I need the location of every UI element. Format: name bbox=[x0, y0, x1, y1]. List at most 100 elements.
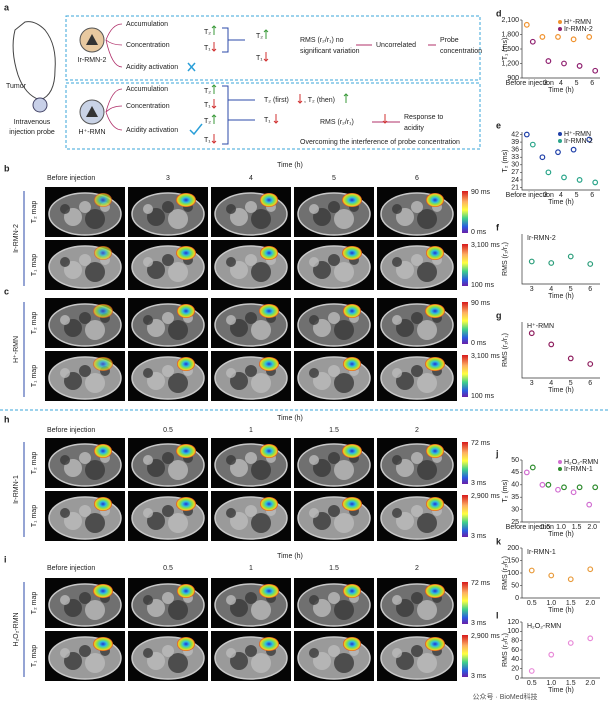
schematic-text: Accumulation bbox=[126, 21, 168, 28]
mri-organ bbox=[168, 262, 188, 282]
mri-organ bbox=[85, 209, 105, 229]
x-tick-label: 2.0 bbox=[585, 600, 595, 607]
mri-organ bbox=[334, 460, 354, 480]
legend-label: Ir-RMN-1 bbox=[564, 466, 593, 473]
y-tick-label: 100 bbox=[507, 628, 519, 635]
colorbar-label: 90 ms bbox=[471, 189, 491, 196]
legend-label: Ir-RMN-2 bbox=[564, 138, 593, 145]
tumor bbox=[93, 637, 113, 651]
y-tick-label: 50 bbox=[511, 582, 519, 589]
column-label: 2 bbox=[415, 565, 419, 572]
mri-organ bbox=[334, 653, 354, 673]
y-tick-label: 33 bbox=[511, 154, 519, 161]
mri-organ bbox=[60, 455, 70, 465]
data-point bbox=[587, 635, 594, 642]
schematic-text: Acidity activation bbox=[126, 64, 178, 71]
schematic-text: T₁ bbox=[264, 117, 271, 124]
y-tick-label: 2,100 bbox=[501, 17, 519, 24]
mri-organ bbox=[60, 508, 70, 518]
colorbar-label: 72 ms bbox=[471, 440, 491, 447]
tumor bbox=[343, 357, 361, 371]
data-point bbox=[528, 567, 535, 574]
tumor bbox=[176, 193, 196, 207]
x-tick-label: 4 bbox=[549, 380, 553, 387]
tumor bbox=[177, 304, 195, 318]
mri-organ bbox=[162, 201, 174, 213]
data-point bbox=[545, 58, 552, 64]
data-point bbox=[567, 253, 574, 260]
colorbar bbox=[462, 302, 468, 344]
x-tick-label: Before injection bbox=[506, 524, 554, 531]
mri-organ bbox=[328, 452, 340, 464]
mri-organ bbox=[392, 368, 402, 378]
colorbar-label: 90 ms bbox=[471, 300, 491, 307]
mri-organ bbox=[334, 373, 354, 393]
mri-organ bbox=[417, 209, 437, 229]
y-tick-label: 27 bbox=[511, 169, 519, 176]
schematic-text: concentration bbox=[440, 48, 482, 55]
mri-organ bbox=[79, 505, 91, 517]
trend-arrow bbox=[211, 25, 217, 35]
x-tick-label: 1.5 bbox=[566, 600, 576, 607]
x-tick-label: 5 bbox=[575, 192, 579, 199]
mri-organ bbox=[328, 365, 340, 377]
mri-organ bbox=[143, 204, 153, 214]
probe-name: H⁺-RMN bbox=[78, 129, 105, 136]
tumor bbox=[343, 584, 361, 598]
data-point bbox=[586, 34, 593, 40]
mri-organ bbox=[79, 592, 91, 604]
trend-arrow bbox=[211, 42, 217, 52]
panel-label: j bbox=[495, 448, 499, 458]
column-label: Before injection bbox=[47, 427, 95, 434]
mri-organ bbox=[309, 257, 319, 267]
axes bbox=[521, 322, 600, 379]
mri-organ bbox=[85, 373, 105, 393]
mri-organ bbox=[143, 595, 153, 605]
mri-organ bbox=[168, 460, 188, 480]
y-axis-title: T₂ (ms) bbox=[502, 150, 509, 173]
mri-organ bbox=[309, 508, 319, 518]
tumor bbox=[177, 357, 195, 371]
x-tick-label: 6 bbox=[590, 192, 594, 199]
mri-organ bbox=[328, 312, 340, 324]
mri-organ bbox=[251, 209, 271, 229]
arrow bbox=[105, 88, 123, 113]
mri-organ bbox=[60, 648, 70, 658]
schematic-text: T₂ bbox=[204, 118, 211, 125]
mouse-label: Intravenous bbox=[14, 119, 51, 126]
mri-organ bbox=[392, 204, 402, 214]
y-tick-label: 100 bbox=[507, 570, 519, 577]
y-tick-label: 80 bbox=[511, 638, 519, 645]
panel-label: a bbox=[4, 2, 10, 12]
colorbar-label: 100 ms bbox=[471, 282, 494, 289]
column-label: 1 bbox=[249, 427, 253, 434]
mri-organ bbox=[226, 508, 236, 518]
box-row-1 bbox=[65, 15, 481, 81]
mri-organ bbox=[60, 595, 70, 605]
mri-organ bbox=[334, 209, 354, 229]
mri-organ bbox=[251, 262, 271, 282]
tumor bbox=[94, 497, 112, 511]
data-point bbox=[570, 36, 577, 43]
mri-organ bbox=[309, 595, 319, 605]
row-label: T₁ map bbox=[31, 505, 38, 527]
trend-arrow bbox=[211, 134, 217, 144]
tumor bbox=[259, 357, 279, 371]
axes bbox=[521, 234, 600, 285]
colorbar-label: 3,100 ms bbox=[471, 242, 500, 249]
tumor bbox=[426, 246, 444, 260]
y-tick-label: 0 bbox=[515, 595, 519, 602]
mri-organ bbox=[251, 653, 271, 673]
data-point bbox=[523, 469, 530, 476]
data-point bbox=[587, 261, 594, 267]
mri-organ bbox=[251, 460, 271, 480]
group-label: H₂O₂-RMN bbox=[13, 612, 20, 646]
schematic-text: Uncorrelated bbox=[376, 42, 416, 49]
mri-organ bbox=[143, 257, 153, 267]
x-tick-label: 1.5 bbox=[566, 680, 576, 687]
data-point bbox=[561, 60, 567, 67]
data-point bbox=[567, 640, 574, 646]
data-point bbox=[561, 484, 567, 491]
column-label: 4 bbox=[249, 175, 253, 182]
mri-organ bbox=[85, 262, 105, 282]
